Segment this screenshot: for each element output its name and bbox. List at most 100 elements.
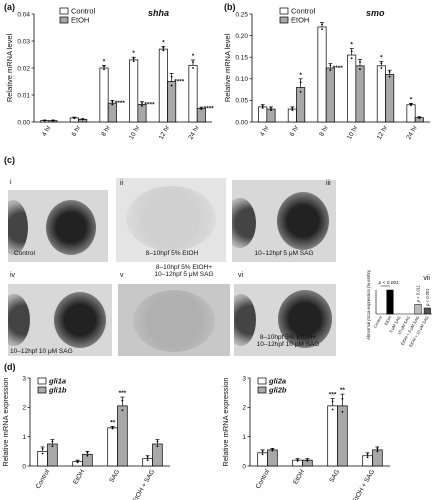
data-point <box>380 67 383 69</box>
significance-label: **** <box>174 79 185 86</box>
bar <box>152 443 163 467</box>
significance-label: * <box>132 50 135 57</box>
data-point <box>329 69 332 72</box>
significance-label: **** <box>204 106 215 113</box>
panel-letter-c: (c) <box>4 155 15 165</box>
data-point <box>388 70 391 73</box>
embryo-photo-iii <box>232 180 336 262</box>
chart-a: 0.00 0.01 0.02 0.03 0.04 Relative mRNA level 4… <box>5 7 215 141</box>
bar <box>107 427 118 467</box>
bar <box>423 307 431 315</box>
chart-title: vii <box>423 275 430 282</box>
bar <box>386 289 394 315</box>
x-tick-label: 8 hr <box>100 124 112 138</box>
data-point <box>341 397 344 400</box>
data-point <box>76 461 79 464</box>
data-point <box>359 68 361 70</box>
embryo-head-shape <box>133 290 215 352</box>
panel-letter-a: (a) <box>4 2 15 12</box>
embryo-photo-v <box>118 284 230 356</box>
y-tick-label: 1 <box>22 434 26 441</box>
y-tick-label: 2 <box>22 405 26 412</box>
bar <box>129 59 139 123</box>
data-point <box>76 459 79 462</box>
data-point <box>306 458 309 461</box>
x-tick-label: EtOH <box>72 468 86 486</box>
significance-label: * <box>103 58 106 65</box>
data-point <box>52 120 54 122</box>
bar <box>406 104 416 123</box>
bar <box>355 65 365 123</box>
y-tick-label: 0 <box>242 463 246 470</box>
data-point <box>376 450 379 453</box>
bar <box>267 449 278 467</box>
data-point <box>170 75 173 78</box>
embryo-eye-shape <box>232 198 256 248</box>
significance-label: ** <box>340 387 346 394</box>
bar <box>372 449 383 467</box>
significance-label: * <box>299 72 302 79</box>
bar <box>414 304 422 315</box>
legend-swatch <box>59 7 69 15</box>
x-tick-label: 24 hr <box>187 124 201 141</box>
bar <box>47 443 58 467</box>
embryo-eye-shape <box>234 294 256 346</box>
photo-roman-iii: iii <box>326 180 331 187</box>
panel-letter-d: (d) <box>4 362 16 372</box>
significance-label: *** <box>119 390 127 397</box>
x-tick-label: SAG <box>108 469 121 484</box>
data-point <box>121 409 124 412</box>
y-tick-label: 0.10 <box>235 76 248 83</box>
data-point <box>321 28 323 31</box>
x-tick-label: 6 hr <box>71 124 83 138</box>
bar <box>376 65 386 123</box>
data-point <box>111 100 114 103</box>
bar <box>158 48 168 123</box>
data-point <box>270 109 272 112</box>
y-tick-label: 0 <box>22 463 26 470</box>
embryo-head-shape <box>126 186 216 251</box>
embryo-eye-shape <box>277 192 329 250</box>
significance-label: p < 0.001 <box>378 280 399 286</box>
photo-roman-v: v <box>120 272 124 279</box>
y-tick-label: 0.25 <box>235 11 248 18</box>
embryo-eye-shape <box>54 292 106 348</box>
legend-label: EtOH <box>291 16 309 25</box>
data-point <box>261 104 264 107</box>
y-tick-label: 0.05 <box>235 98 248 105</box>
y-tick-label: 0.03 <box>17 38 30 45</box>
legend-label: Control <box>71 7 96 16</box>
data-point <box>86 454 89 457</box>
photo-label-iv: 10–12hpf 10 μM SAG <box>10 348 73 355</box>
x-tick-label: 12 hr <box>158 124 172 141</box>
data-point <box>331 400 334 403</box>
significance-label: * <box>192 53 195 60</box>
photo-roman-vi: vi <box>238 272 244 279</box>
legend-swatch <box>59 16 69 24</box>
chart-title: smo <box>366 8 385 18</box>
bar <box>258 106 268 123</box>
data-point <box>296 458 299 461</box>
data-point <box>410 104 412 107</box>
legend-swatch <box>279 7 289 15</box>
data-point <box>162 46 165 49</box>
data-point <box>51 440 54 443</box>
photo-label-v: 8–10hpf 5% EtOH+ 10–12hpf 5 μM SAG <box>134 264 234 279</box>
significance-label: * <box>410 96 413 103</box>
data-point <box>261 107 264 109</box>
data-point <box>388 75 391 78</box>
chart-d-left: 0 1 2 3 Relative mRNA expression Control EtOH S… <box>1 375 170 500</box>
x-tick-label: 8 hr <box>318 124 330 138</box>
data-point <box>146 459 149 462</box>
y-tick-label: 0.00 <box>235 119 248 126</box>
embryo-photo-i <box>8 190 108 262</box>
y-tick-label: 3 <box>242 375 246 382</box>
bar <box>167 81 177 123</box>
data-point <box>359 61 361 63</box>
data-point <box>86 451 89 454</box>
significance-label: *** <box>329 392 337 399</box>
bar <box>99 67 109 123</box>
data-point <box>41 447 44 450</box>
data-point <box>350 50 353 53</box>
photo-label-vi: 8–10hpf 5% EtOH+ 10–12hpf 10 μM SAG <box>256 334 320 349</box>
